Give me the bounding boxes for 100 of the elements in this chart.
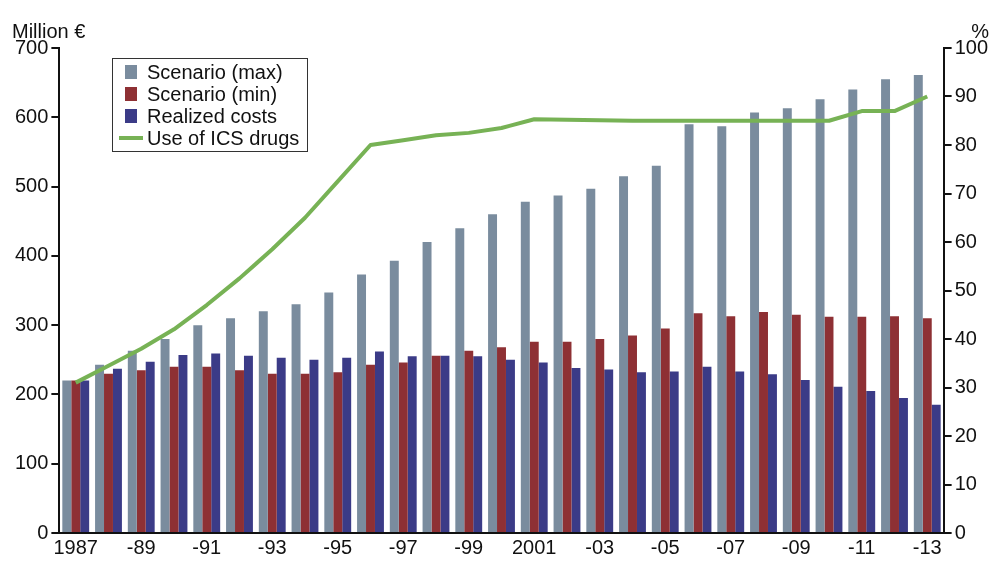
bar: [866, 390, 876, 532]
bar: [398, 362, 408, 532]
y2-tick-label: 50: [954, 278, 977, 301]
bar: [881, 79, 891, 532]
bar: [759, 311, 768, 532]
bar: [922, 318, 932, 532]
legend-label: Use of ICS drugs: [147, 127, 300, 149]
x-tick-label: -95: [323, 535, 353, 558]
bar: [422, 242, 432, 532]
bar: [104, 373, 113, 532]
bar: [529, 341, 539, 532]
bar: [604, 369, 614, 532]
bar: [669, 371, 679, 532]
bar: [595, 339, 605, 532]
y2-tick-label: 60: [954, 229, 977, 252]
x-tick-label: 2001: [512, 535, 557, 558]
bar: [455, 228, 465, 532]
bar: [628, 335, 637, 532]
bar: [651, 165, 661, 532]
bar: [497, 347, 506, 532]
x-tick-label: -97: [388, 535, 418, 558]
bar: [931, 404, 941, 532]
legend-label: Realized costs: [147, 105, 278, 127]
bar: [750, 112, 760, 532]
x-tick-label: -03: [585, 535, 615, 558]
bar: [62, 380, 72, 532]
y2-tick-label: 10: [954, 472, 977, 495]
bar: [586, 188, 596, 532]
y-tick-label: 100: [14, 451, 49, 474]
bar: [800, 379, 810, 532]
bar: [553, 195, 563, 532]
bar: [782, 108, 792, 532]
bar: [226, 318, 236, 532]
x-tick-label: -05: [650, 535, 680, 558]
y-tick-label: 600: [14, 104, 49, 127]
bar: [202, 366, 212, 532]
legend-label: Scenario (min): [147, 83, 278, 105]
bar: [211, 353, 221, 532]
bar: [112, 368, 122, 532]
y-tick-label: 300: [14, 312, 49, 335]
bar: [636, 372, 646, 532]
bar: [693, 313, 703, 532]
bar: [857, 316, 867, 532]
bar: [374, 351, 384, 532]
x-tick-label: -91: [192, 535, 222, 558]
y2-tick-label: 20: [954, 423, 977, 446]
x-tick-label: -09: [781, 535, 811, 558]
bar: [366, 364, 375, 532]
bar: [473, 356, 483, 532]
x-tick-label: -89: [126, 535, 156, 558]
bar: [80, 380, 90, 532]
bar: [488, 214, 498, 532]
bar: [127, 350, 137, 532]
bar: [178, 354, 188, 532]
bar: [717, 126, 727, 532]
bar: [767, 374, 777, 532]
bar: [464, 350, 474, 532]
bar: [538, 362, 548, 532]
bar: [333, 372, 343, 532]
bar: [684, 124, 694, 532]
bar: [898, 397, 908, 532]
bar: [505, 359, 515, 532]
bar: [833, 386, 843, 532]
x-tick-label: -11: [848, 535, 876, 558]
y-tick-label: 500: [14, 174, 49, 197]
bar: [726, 316, 736, 532]
bar: [193, 325, 203, 532]
bar: [848, 89, 858, 532]
bar: [71, 380, 81, 532]
bar: [913, 75, 923, 532]
bar: [407, 356, 417, 532]
x-tick-label: -93: [257, 535, 287, 558]
bar: [145, 361, 155, 532]
y2-tick-label: 30: [954, 375, 977, 398]
bar: [258, 311, 268, 532]
bar: [791, 314, 801, 532]
bar: [342, 357, 352, 532]
bar: [243, 355, 253, 532]
y2-tick-label: 90: [954, 84, 977, 107]
bar: [160, 339, 170, 532]
y2-tick-label: 80: [954, 132, 977, 155]
y-tick-label: 0: [37, 520, 49, 543]
x-tick-label: -07: [716, 535, 746, 558]
bar: [735, 371, 745, 532]
bar: [357, 274, 367, 532]
y-tick-label: 200: [14, 381, 49, 404]
y2-tick-label: 70: [954, 181, 977, 204]
x-tick-label: -13: [912, 535, 942, 558]
bar: [95, 364, 105, 532]
bar: [702, 366, 712, 532]
bar: [389, 260, 399, 532]
bar: [815, 99, 825, 532]
bar: [520, 201, 530, 532]
bar: [619, 176, 629, 532]
bar: [890, 316, 899, 532]
x-tick-label: 1987: [53, 535, 98, 558]
bar: [440, 355, 450, 532]
legend-label: Scenario (max): [147, 61, 283, 83]
bar: [660, 328, 670, 532]
bar: [309, 359, 319, 532]
